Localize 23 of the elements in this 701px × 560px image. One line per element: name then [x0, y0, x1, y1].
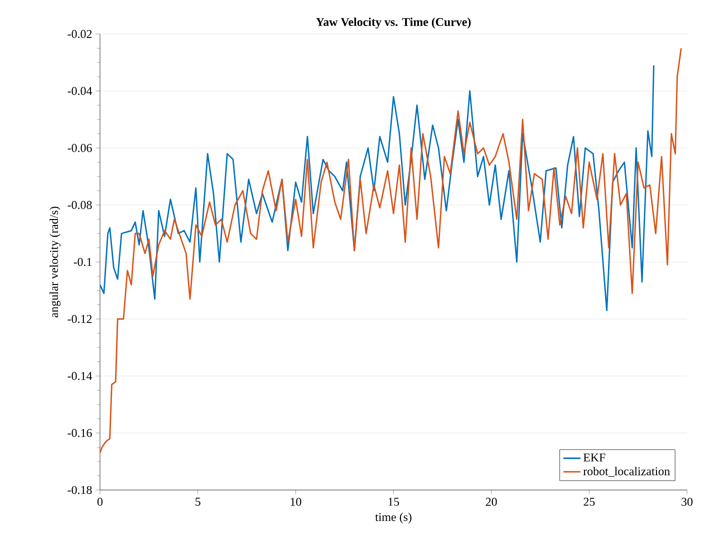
- x-tick-label: 0: [97, 498, 103, 506]
- y-tick-label: -0.06: [68, 144, 92, 152]
- x-tick-label: 15: [388, 498, 400, 506]
- y-tick-label: -0.14: [68, 372, 92, 380]
- y-tick-label: -0.16: [68, 428, 92, 438]
- legend-label: EKF: [583, 454, 606, 462]
- line-series: [100, 64, 654, 312]
- y-tick-label: -0.1: [74, 258, 92, 266]
- y-tick-label: -0.08: [68, 200, 92, 210]
- legend-label: robot_localization: [583, 466, 670, 477]
- x-tick-label: 20: [486, 498, 497, 506]
- line-series: [100, 48, 682, 454]
- y-axis-title: angular velocity (rad/s): [50, 206, 60, 318]
- x-axis-title: time (s): [375, 512, 412, 524]
- chart-title: Yaw Velocity vs. Time (Curve): [316, 18, 471, 28]
- x-tick-label: 25: [584, 498, 595, 506]
- x-tick-label: 5: [196, 498, 200, 506]
- y-tick-label: -0.18: [68, 486, 92, 494]
- x-tick-label: 10: [290, 498, 302, 506]
- y-tick-label: -0.12: [68, 314, 92, 324]
- x-tick-label: 30: [682, 498, 693, 506]
- y-tick-label: -0.04: [68, 86, 92, 96]
- y-tick-label: -0.02: [68, 30, 92, 38]
